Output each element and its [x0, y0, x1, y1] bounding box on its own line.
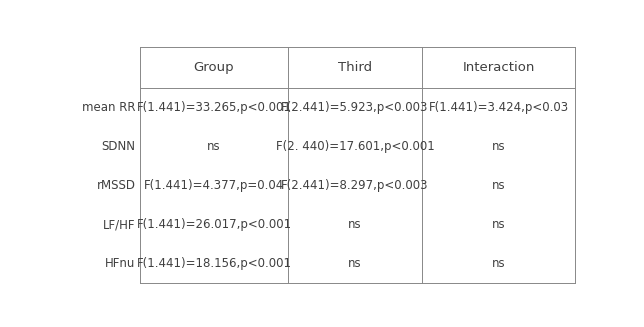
Text: F(1.441)=26.017,p<0.001: F(1.441)=26.017,p<0.001: [137, 218, 292, 232]
Text: Group: Group: [194, 61, 234, 74]
Text: F(1.441)=3.424,p<0.03: F(1.441)=3.424,p<0.03: [428, 101, 569, 114]
Text: ns: ns: [491, 180, 506, 192]
Text: HFnu: HFnu: [105, 257, 135, 270]
Text: LF/HF: LF/HF: [103, 218, 135, 232]
Text: ns: ns: [348, 257, 362, 270]
Text: ns: ns: [491, 140, 506, 153]
Text: Interaction: Interaction: [462, 61, 535, 74]
Text: F(1.441)=4.377,p=0.04: F(1.441)=4.377,p=0.04: [144, 180, 284, 192]
Text: ns: ns: [491, 257, 506, 270]
Text: ns: ns: [348, 218, 362, 232]
Text: mean RR: mean RR: [82, 101, 135, 114]
Text: F(2.441)=5.923,p<0.003: F(2.441)=5.923,p<0.003: [281, 101, 429, 114]
Text: ns: ns: [491, 218, 506, 232]
Text: F(2. 440)=17.601,p<0.001: F(2. 440)=17.601,p<0.001: [276, 140, 435, 153]
Text: ns: ns: [207, 140, 221, 153]
Text: F(1.441)=18.156,p<0.001: F(1.441)=18.156,p<0.001: [137, 257, 292, 270]
Text: F(1.441)=33.265,p<0.001: F(1.441)=33.265,p<0.001: [137, 101, 292, 114]
Text: SDNN: SDNN: [101, 140, 135, 153]
Text: F(2.441)=8.297,p<0.003: F(2.441)=8.297,p<0.003: [281, 180, 429, 192]
Text: Third: Third: [338, 61, 372, 74]
Text: rMSSD: rMSSD: [97, 180, 135, 192]
